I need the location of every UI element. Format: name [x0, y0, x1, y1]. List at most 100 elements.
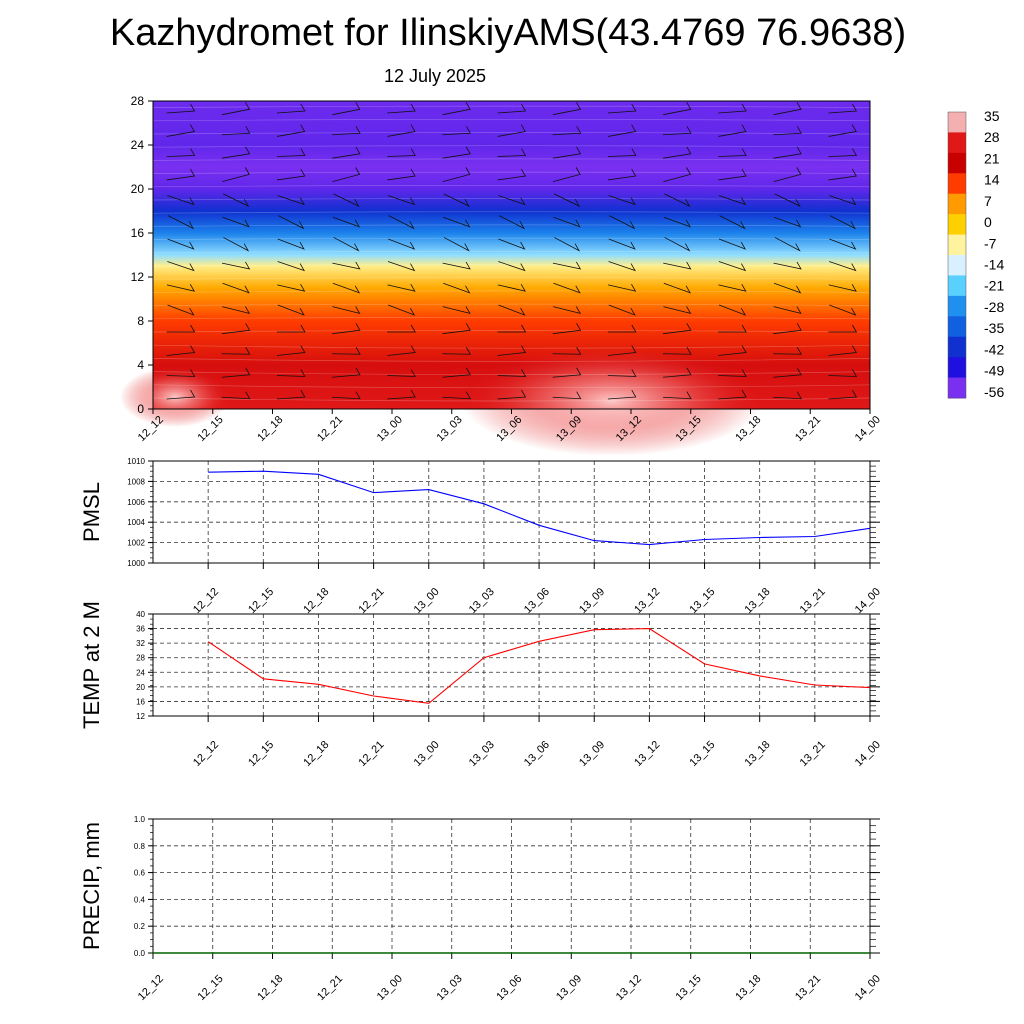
wind-barb: [718, 283, 747, 292]
wind-barb: [387, 304, 416, 316]
wind-barb: [221, 391, 251, 400]
wind-barb: [828, 283, 857, 292]
wind-barb: [332, 282, 361, 294]
wind-barb: [332, 367, 361, 378]
wind-barb: [552, 126, 582, 136]
wind-barb: [387, 238, 416, 250]
y-tick-label: 24: [136, 668, 145, 677]
wind-barb: [277, 304, 305, 316]
wind-barb: [607, 103, 637, 114]
x-tick-label: 12_18: [255, 973, 285, 1003]
wind-barb: [718, 148, 747, 157]
y-tick-label: 1004: [127, 518, 145, 527]
panel-frame: [152, 613, 871, 717]
y-tick-label: 36: [136, 625, 145, 634]
colorbar-label: 21: [984, 150, 1000, 166]
x-tick-label: 13_12: [614, 973, 644, 1003]
wind-barb: [332, 102, 361, 116]
wind-barb: [387, 103, 416, 114]
wind-barb: [608, 195, 636, 206]
wind-barb: [608, 304, 636, 316]
wind-barb: [718, 195, 747, 206]
colorbar-segment: [948, 152, 966, 174]
x-tick-label: 13_21: [793, 973, 823, 1003]
wind-barb: [167, 215, 195, 230]
wind-barb: [497, 389, 527, 400]
x-tick-label: 13_15: [687, 586, 717, 616]
wind-barb: [552, 261, 582, 270]
wind-barb: [277, 124, 306, 137]
wind-barb: [554, 237, 581, 252]
y-tick-label: 1008: [127, 477, 145, 486]
wind-barb: [718, 345, 747, 356]
contour-line: [152, 277, 871, 280]
wind-barb: [221, 126, 251, 136]
contour-line: [152, 303, 871, 306]
contour-line: [152, 344, 871, 349]
wind-barb: [552, 102, 582, 116]
wind-barb: [773, 282, 802, 294]
colorbar-segment: [948, 173, 966, 195]
y-tick-label: 0.4: [134, 895, 146, 904]
colorbar-segment: [948, 112, 966, 133]
wind-barb: [276, 103, 306, 114]
wind-barb: [828, 124, 857, 137]
wind-barb: [497, 124, 526, 137]
contour-line: [152, 358, 871, 362]
wind-barb: [277, 283, 306, 292]
wind-barb: [276, 168, 306, 181]
x-tick-label: 13_00: [375, 973, 405, 1003]
contour-line: [152, 264, 871, 267]
y-axis-label: PMSL: [79, 482, 104, 542]
wind-barb: [662, 367, 692, 378]
wind-barb: [829, 195, 857, 206]
wind-barb: [828, 324, 858, 333]
wind-barb: [332, 347, 361, 355]
x-tick-label: 12_12: [136, 973, 166, 1003]
colorbar-label: 35: [984, 108, 1000, 124]
colorbar-label: -7: [984, 235, 997, 251]
x-tick-label: 13_12: [632, 739, 662, 769]
wind-barb: [222, 306, 251, 315]
wind-barb: [773, 261, 802, 270]
x-tick-label: 13_21: [798, 586, 828, 616]
contour-line: [152, 237, 871, 240]
wind-barb: [829, 215, 856, 230]
wind-barb: [609, 215, 636, 230]
wind-barb: [333, 193, 360, 208]
wind-barb: [497, 345, 527, 356]
wind-barb: [222, 282, 250, 294]
x-tick-label: 12_21: [315, 973, 345, 1003]
wind-barb: [828, 103, 858, 114]
wind-barb: [442, 167, 471, 183]
wind-barb: [166, 168, 196, 181]
y-tick-label: 1010: [127, 457, 145, 466]
colorbar-segment: [948, 336, 966, 358]
x-tick-label: 12_18: [301, 739, 331, 769]
y-tick-label: 24: [131, 138, 145, 152]
colorbar-label: -42: [984, 341, 1004, 357]
wind-barb: [387, 124, 416, 137]
wind-barb: [387, 389, 416, 400]
wind-barb: [167, 261, 195, 272]
wind-barb: [166, 103, 196, 114]
wind-barb: [443, 282, 471, 294]
wind-barb: [442, 323, 471, 335]
x-tick-label: 13_00: [375, 414, 405, 444]
wind-barb: [718, 389, 747, 400]
wind-barb: [607, 168, 637, 181]
x-tick-label: 13_21: [798, 739, 828, 769]
panel-frame: [152, 460, 871, 564]
wind-barb: [828, 389, 858, 400]
wind-barb: [773, 126, 802, 136]
x-tick-label: 12_21: [356, 739, 386, 769]
wind-barb: [276, 148, 306, 157]
wind-barb: [332, 391, 361, 400]
wind-barb: [552, 391, 582, 400]
y-tick-label: 12: [136, 712, 145, 721]
wind-barb: [662, 347, 692, 355]
wind-barb: [608, 283, 637, 292]
y-axis-label: PRECIP, mm: [79, 822, 104, 950]
wind-barb: [166, 283, 196, 292]
wind-barb: [166, 324, 196, 333]
